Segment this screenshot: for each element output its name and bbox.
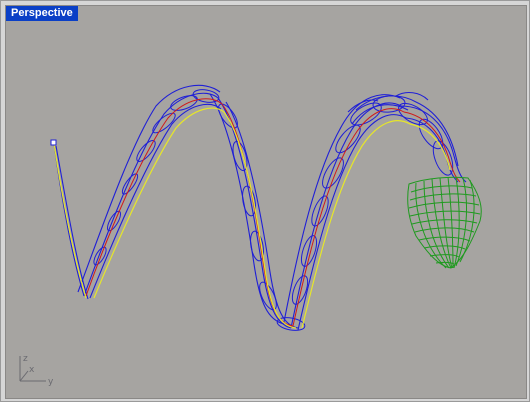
viewport-title-tab[interactable]: Perspective: [6, 6, 78, 21]
scene-canvas[interactable]: z x y: [6, 6, 527, 399]
curve-endpoint-marker[interactable]: [50, 139, 57, 146]
axis-label-y: y: [48, 377, 54, 387]
perspective-viewport[interactable]: Perspective: [5, 5, 527, 399]
axis-label-x: x: [29, 365, 35, 375]
end-cap-mesh: [407, 176, 482, 269]
axis-gizmo-icon: z x y: [19, 354, 54, 387]
tube-cross-sections: [93, 89, 454, 331]
edge-curve-yellow: [53, 107, 451, 329]
axis-label-z: z: [23, 354, 28, 364]
